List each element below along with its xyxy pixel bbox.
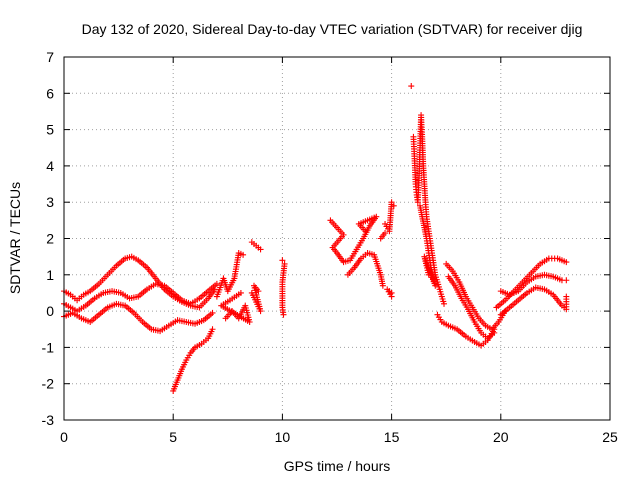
data-point [563, 293, 570, 300]
x-tick-label: 20 [493, 429, 509, 445]
data-point [382, 230, 389, 237]
y-tick-label: 5 [46, 122, 54, 138]
data-point [209, 309, 216, 316]
x-tick-label: 25 [602, 429, 618, 445]
x-tick-label: 5 [169, 429, 177, 445]
grid-lines [64, 57, 610, 420]
y-tick-label: 2 [46, 231, 54, 247]
axis-ticks: 0 5 10 15 20 25 -3 -2 -1 0 1 2 3 4 5 6 7 [42, 49, 618, 445]
data-point [257, 246, 264, 253]
y-tick-label: 4 [46, 158, 54, 174]
y-tick-label: -2 [42, 376, 55, 392]
y-tick-label: 6 [46, 85, 54, 101]
y-axis-label: SDTVAR / TECUs [7, 182, 23, 294]
data-point [240, 251, 247, 258]
data-point [213, 280, 220, 287]
data-points [61, 83, 570, 394]
data-point [441, 300, 448, 307]
data-point [491, 326, 498, 333]
data-point [408, 83, 415, 90]
y-tick-label: -1 [42, 339, 55, 355]
data-point [255, 288, 262, 295]
x-tick-label: 15 [384, 429, 400, 445]
data-point [279, 257, 286, 264]
y-tick-label: 1 [46, 267, 54, 283]
chart-title: Day 132 of 2020, Sidereal Day-to-day VTE… [82, 21, 583, 37]
data-point [209, 326, 216, 333]
data-point [280, 311, 287, 318]
x-axis-label: GPS time / hours [284, 458, 391, 474]
y-tick-label: 3 [46, 194, 54, 210]
x-tick-label: 10 [275, 429, 291, 445]
y-tick-label: 7 [46, 49, 54, 65]
y-tick-label: -3 [42, 412, 55, 428]
data-point [425, 271, 432, 278]
data-point [563, 277, 570, 284]
y-tick-label: 0 [46, 303, 54, 319]
x-tick-label: 0 [60, 429, 68, 445]
data-point [388, 293, 395, 300]
data-point [362, 228, 369, 235]
data-point [237, 289, 244, 296]
data-point [390, 202, 397, 209]
data-point [388, 199, 395, 206]
data-point [563, 259, 570, 266]
data-point [379, 282, 386, 289]
